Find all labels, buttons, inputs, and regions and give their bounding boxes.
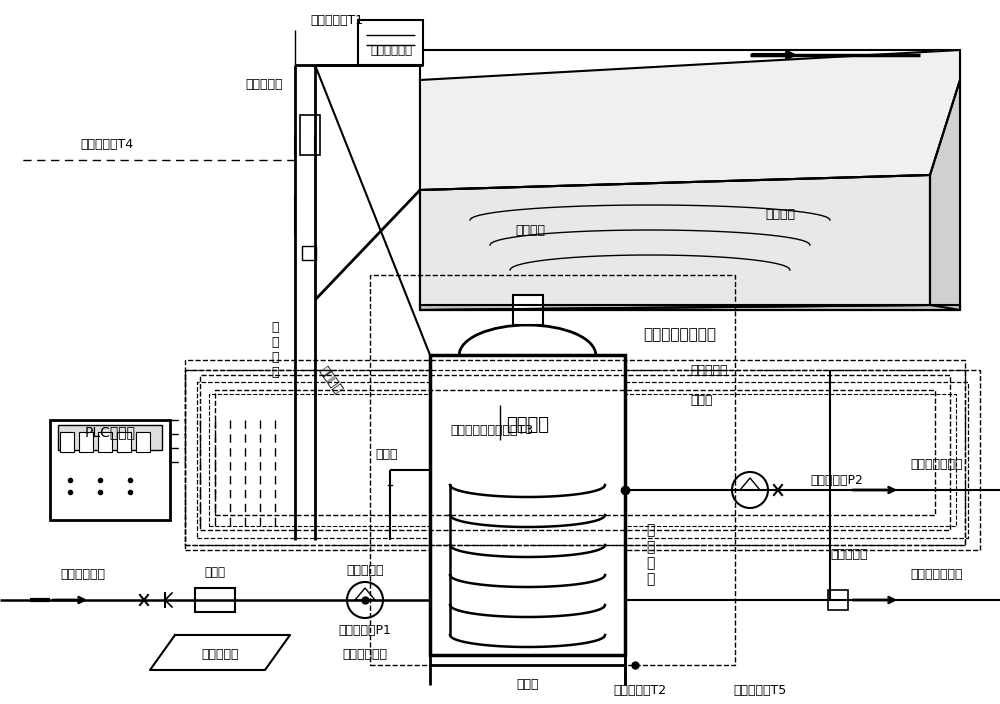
Text: 槽式太阳能采热器: 槽式太阳能采热器 (644, 327, 716, 343)
Bar (358, 20, 423, 65)
Text: 储热水箱: 储热水箱 (506, 416, 549, 434)
Text: 保温层: 保温层 (690, 394, 712, 406)
Text: 导热油回: 导热油回 (515, 223, 545, 237)
Bar (420, 50, 960, 310)
Bar (300, 115, 320, 155)
Text: 导热油出: 导热油出 (765, 208, 795, 222)
Bar (197, 382, 968, 538)
Text: 集热循环泵P1: 集热循环泵P1 (339, 624, 391, 636)
Bar (430, 355, 625, 655)
Text: 加
热
盘
管: 加 热 盘 管 (646, 524, 654, 586)
Bar (136, 432, 150, 452)
Bar (58, 425, 162, 450)
Text: 自动排气阀: 自动排气阀 (245, 79, 283, 92)
Text: 温度传感器T4: 温度传感器T4 (80, 139, 133, 151)
Bar (302, 246, 316, 260)
Text: 排污阀: 排污阀 (516, 679, 539, 691)
Text: 温度传感器T5: 温度传感器T5 (733, 684, 787, 696)
Bar (512, 295, 542, 325)
Text: 温度传感器T1: 温度传感器T1 (310, 13, 363, 27)
Text: 软化水装置: 软化水装置 (201, 648, 239, 662)
Polygon shape (930, 80, 960, 310)
Bar (209, 394, 956, 526)
Polygon shape (420, 305, 960, 310)
Bar (185, 370, 965, 545)
Bar (185, 370, 980, 550)
Text: 导热油储存箱: 导热油储存箱 (370, 44, 412, 56)
Text: 接至污水处理: 接至污水处理 (342, 648, 388, 662)
Bar (828, 590, 848, 610)
Text: 液位传感器: 液位传感器 (690, 363, 728, 377)
Text: 接自来水管道: 接自来水管道 (60, 569, 105, 582)
Bar (200, 375, 950, 530)
Bar (370, 275, 735, 665)
Polygon shape (420, 175, 930, 310)
Bar (195, 588, 235, 612)
Bar (117, 432, 131, 452)
Text: 水箱上部温度传感器T3: 水箱上部温度传感器T3 (450, 424, 533, 436)
Text: PLC控制器: PLC控制器 (84, 425, 136, 439)
Bar (98, 432, 112, 452)
Text: 导
热
油
回: 导 热 油 回 (271, 321, 279, 379)
Bar (50, 420, 170, 520)
Polygon shape (420, 50, 960, 190)
Text: 流量传感器: 流量传感器 (830, 548, 868, 562)
Text: 接采暖回水管道: 接采暖回水管道 (910, 569, 962, 582)
Text: 采暖循环泵P2: 采暖循环泵P2 (810, 474, 863, 486)
Bar (79, 432, 93, 452)
Bar (60, 432, 74, 452)
Polygon shape (150, 635, 290, 670)
Bar (215, 390, 935, 515)
Bar (185, 360, 965, 545)
Text: 温度传感器T2: 温度传感器T2 (613, 684, 667, 696)
Text: 接采暖供水管道: 接采暖供水管道 (910, 458, 962, 472)
Text: 溢流管: 溢流管 (375, 448, 398, 462)
Text: 过滤器: 过滤器 (205, 565, 226, 579)
Text: 导热油路: 导热油路 (316, 364, 344, 396)
Text: 截止止回阀: 截止止回阀 (346, 563, 384, 577)
